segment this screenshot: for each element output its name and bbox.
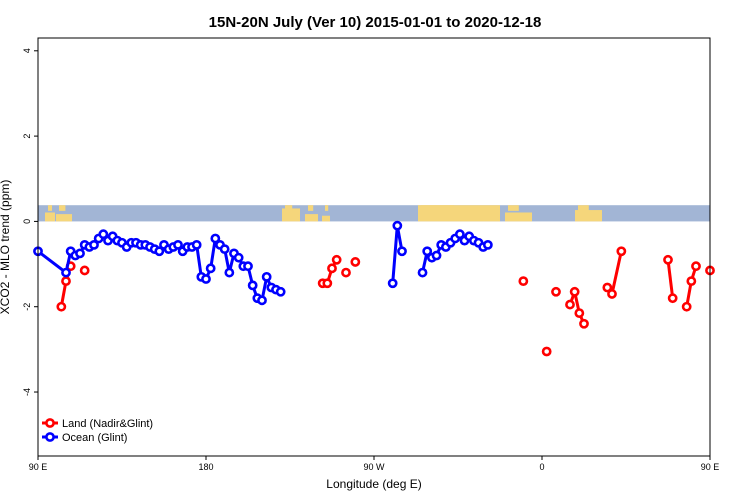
data-point	[431, 250, 442, 261]
land-patch	[45, 212, 55, 222]
data-point	[417, 267, 428, 278]
data-point	[247, 280, 258, 291]
data-point	[201, 274, 211, 284]
legend-label: Land (Nadir&Glint)	[62, 418, 153, 430]
data-point	[422, 246, 433, 257]
data-point	[243, 261, 253, 272]
data-point	[454, 229, 465, 240]
data-point	[219, 244, 230, 255]
land-patch	[48, 205, 52, 211]
data-point	[341, 267, 351, 278]
land-patch	[421, 205, 454, 211]
data-point	[681, 301, 692, 312]
legend-label: Ocean (Glint)	[62, 432, 127, 444]
data-point	[61, 267, 71, 278]
data-point	[691, 261, 701, 272]
legend-marker	[45, 432, 55, 442]
series-line	[685, 265, 698, 307]
series-0	[56, 246, 715, 357]
y-tick-label: -2	[22, 303, 32, 311]
data-point	[569, 286, 580, 297]
data-point	[224, 267, 235, 278]
land-patch	[505, 212, 532, 222]
y-tick-label: 0	[22, 219, 32, 224]
data-point	[551, 286, 561, 297]
data-point	[210, 233, 221, 244]
data-point	[98, 229, 109, 240]
x-tick-label: 90 W	[363, 462, 385, 472]
x-tick-label: 0	[539, 462, 544, 472]
data-point	[663, 254, 673, 265]
land-patch	[285, 205, 293, 211]
data-point	[191, 239, 202, 250]
data-point	[89, 239, 99, 250]
land-patch	[508, 205, 519, 211]
data-point	[350, 257, 361, 267]
y-tick-label: 2	[22, 134, 32, 139]
data-point	[331, 254, 342, 265]
x-tick-label: 180	[198, 462, 213, 472]
land-patch	[325, 205, 329, 211]
data-point	[518, 276, 529, 287]
data-point	[397, 246, 407, 257]
series-line	[666, 259, 675, 299]
data-point	[387, 278, 398, 289]
land-ocean-band	[38, 205, 710, 222]
series-layer	[33, 220, 715, 357]
x-axis: 90 E 180 90 W 0 90 E	[29, 456, 720, 472]
data-point	[275, 286, 286, 297]
data-point	[261, 271, 272, 282]
land-patch	[578, 205, 589, 211]
x-axis-label: Longitude (deg E)	[326, 477, 421, 491]
legend-entry: Ocean (Glint)	[42, 432, 127, 444]
x-tick-label: 90 E	[29, 462, 48, 472]
data-point	[607, 289, 617, 299]
data-point	[574, 308, 585, 319]
data-point	[482, 239, 493, 250]
land-patch	[56, 214, 72, 222]
legend-marker	[45, 418, 55, 428]
y-tick-label: 4	[22, 48, 32, 53]
data-point	[541, 346, 552, 357]
data-point	[579, 318, 589, 329]
data-point	[392, 220, 403, 231]
data-point	[75, 248, 85, 259]
data-point	[602, 282, 613, 293]
land-patch	[305, 214, 318, 222]
land-patch	[59, 205, 66, 211]
data-point	[173, 239, 183, 250]
legend: Land (Nadir&Glint) Ocean (Glint)	[42, 418, 153, 444]
land-patch	[282, 208, 300, 222]
data-point	[61, 276, 71, 287]
legend-entry: Land (Nadir&Glint)	[42, 418, 153, 430]
series-line	[568, 286, 586, 325]
data-point	[56, 301, 67, 312]
data-point	[327, 263, 337, 274]
ocean-band	[38, 205, 710, 222]
data-point	[154, 246, 165, 257]
series-1	[33, 220, 493, 306]
y-axis-label: XCO2 - MLO trend (ppm)	[0, 180, 12, 315]
chart-title: 15N-20N July (Ver 10) 2015-01-01 to 2020…	[209, 14, 542, 31]
land-patch	[575, 210, 602, 222]
x-tick-label: 90 E	[701, 462, 720, 472]
data-point	[322, 278, 333, 289]
land-patch	[322, 215, 330, 222]
data-point	[667, 293, 678, 304]
data-point	[257, 295, 267, 306]
data-point	[616, 246, 627, 257]
data-point	[233, 252, 244, 263]
data-point	[686, 276, 697, 287]
data-point	[79, 265, 90, 276]
data-point	[205, 263, 216, 274]
y-axis: -4 -2 0 2 4	[22, 48, 38, 396]
data-point	[565, 299, 575, 310]
land-patch	[308, 205, 314, 211]
y-tick-label: -4	[22, 388, 32, 396]
